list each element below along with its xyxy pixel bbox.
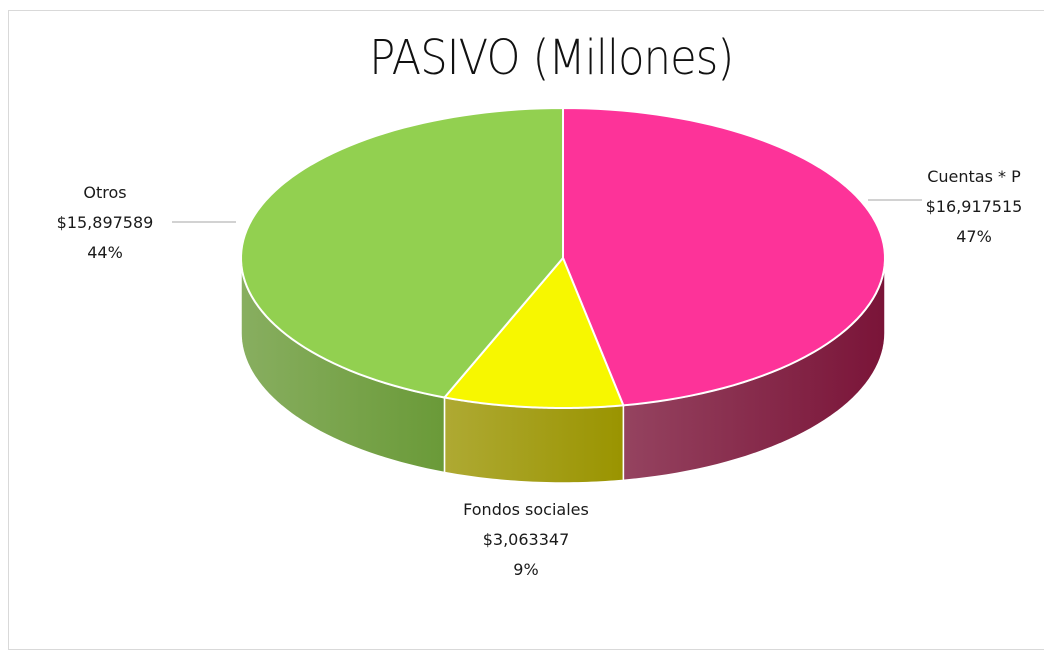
pie-slice-otros bbox=[240, 106, 564, 399]
data-label-otros-value: $15,897589 bbox=[56, 213, 154, 232]
data-label-otros-name: Otros bbox=[83, 183, 127, 202]
data-label-fondos-name: Fondos sociales bbox=[463, 500, 589, 519]
data-label-fondos-percent: 9% bbox=[513, 560, 539, 579]
pie-chart bbox=[172, 106, 922, 484]
leader-lines bbox=[172, 199, 922, 223]
pie-tops bbox=[240, 106, 886, 409]
data-label-otros: Otros $15,897589 44% bbox=[40, 178, 170, 268]
data-label-cuentas: Cuentas * P $16,917515 47% bbox=[904, 162, 1044, 252]
data-label-cuentas-name: Cuentas * P bbox=[927, 167, 1021, 186]
pie-slice-fondos-sociales bbox=[442, 256, 625, 409]
data-label-fondos: Fondos sociales $3,063347 9% bbox=[436, 495, 616, 585]
data-label-fondos-value: $3,063347 bbox=[482, 530, 570, 549]
pie-side-fondos-sociales bbox=[443, 396, 625, 484]
chart-title: PASIVO (Millones) bbox=[369, 30, 734, 86]
data-label-otros-percent: 44% bbox=[87, 243, 123, 262]
data-label-cuentas-value: $16,917515 bbox=[925, 197, 1023, 216]
data-label-cuentas-percent: 47% bbox=[956, 227, 992, 246]
pie-slice-cuentas-p bbox=[562, 106, 886, 407]
